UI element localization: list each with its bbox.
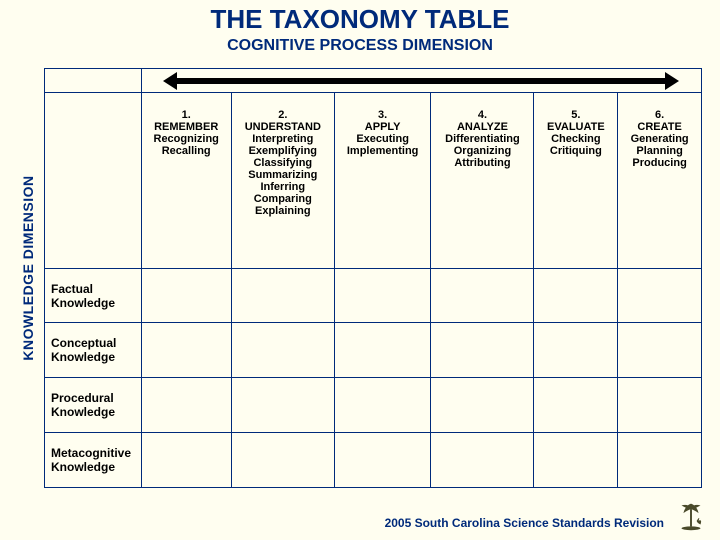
col-terms: Recognizing Recalling	[144, 133, 229, 157]
cell	[141, 433, 231, 488]
row-metacognitive: Metacognitive Knowledge	[45, 433, 142, 488]
cell	[334, 268, 431, 323]
cell	[141, 268, 231, 323]
col-name: APPLY	[337, 121, 429, 133]
cell	[618, 323, 702, 378]
col-understand: 2. UNDERSTAND Interpreting Exemplifying …	[231, 93, 334, 268]
col-name: REMEMBER	[144, 121, 229, 133]
cell	[534, 378, 618, 433]
footer-text: 2005 South Carolina Science Standards Re…	[385, 516, 664, 530]
row-procedural: Procedural Knowledge	[45, 378, 142, 433]
col-terms: Interpreting Exemplifying Classifying Su…	[234, 133, 332, 217]
table-row: Procedural Knowledge	[45, 378, 702, 433]
col-name: ANALYZE	[433, 121, 531, 133]
corner-cell-2	[45, 93, 142, 268]
col-evaluate: 5. EVALUATE Checking Critiquing	[534, 93, 618, 268]
col-terms: Differentiating Organizing Attributing	[433, 133, 531, 169]
col-num: 1.	[144, 109, 229, 121]
cell	[618, 378, 702, 433]
col-num: 4.	[433, 109, 531, 121]
cell	[534, 323, 618, 378]
arrow-cell	[141, 69, 701, 93]
col-name: CREATE	[620, 121, 699, 133]
cell	[431, 323, 534, 378]
col-name: EVALUATE	[536, 121, 615, 133]
row-conceptual: Conceptual Knowledge	[45, 323, 142, 378]
col-apply: 3. APPLY Executing Implementing	[334, 93, 431, 268]
col-create: 6. CREATE Generating Planning Producing	[618, 93, 702, 268]
col-num: 2.	[234, 109, 332, 121]
col-terms: Checking Critiquing	[536, 133, 615, 157]
col-terms: Generating Planning Producing	[620, 133, 699, 169]
palmetto-logo-icon	[672, 496, 710, 534]
cell	[618, 268, 702, 323]
cell	[231, 268, 334, 323]
vertical-axis-label: KNOWLEDGE DIMENSION	[20, 168, 36, 368]
cell	[141, 378, 231, 433]
table-row: Metacognitive Knowledge	[45, 433, 702, 488]
arrow-row	[45, 69, 702, 93]
cell	[431, 268, 534, 323]
col-remember: 1. REMEMBER Recognizing Recalling	[141, 93, 231, 268]
taxonomy-table-wrap: 1. REMEMBER Recognizing Recalling 2. UND…	[44, 68, 702, 488]
double-arrow-icon	[175, 78, 667, 84]
col-num: 6.	[620, 109, 699, 121]
cell	[431, 433, 534, 488]
col-analyze: 4. ANALYZE Differentiating Organizing At…	[431, 93, 534, 268]
cell	[231, 378, 334, 433]
subtitle: COGNITIVE PROCESS DIMENSION	[0, 37, 720, 59]
row-factual: Factual Knowledge	[45, 268, 142, 323]
column-header-row: 1. REMEMBER Recognizing Recalling 2. UND…	[45, 93, 702, 268]
corner-cell	[45, 69, 142, 93]
cell	[534, 268, 618, 323]
cell	[231, 433, 334, 488]
cell	[534, 433, 618, 488]
cell	[334, 378, 431, 433]
cell	[334, 323, 431, 378]
cell	[231, 323, 334, 378]
col-num: 5.	[536, 109, 615, 121]
page-title: THE TAXONOMY TABLE	[0, 0, 720, 37]
col-terms: Executing Implementing	[337, 133, 429, 157]
cell	[431, 378, 534, 433]
cell	[141, 323, 231, 378]
col-name: UNDERSTAND	[234, 121, 332, 133]
col-num: 3.	[337, 109, 429, 121]
cell	[618, 433, 702, 488]
cell	[334, 433, 431, 488]
table-row: Conceptual Knowledge	[45, 323, 702, 378]
taxonomy-table: 1. REMEMBER Recognizing Recalling 2. UND…	[44, 68, 702, 488]
table-row: Factual Knowledge	[45, 268, 702, 323]
